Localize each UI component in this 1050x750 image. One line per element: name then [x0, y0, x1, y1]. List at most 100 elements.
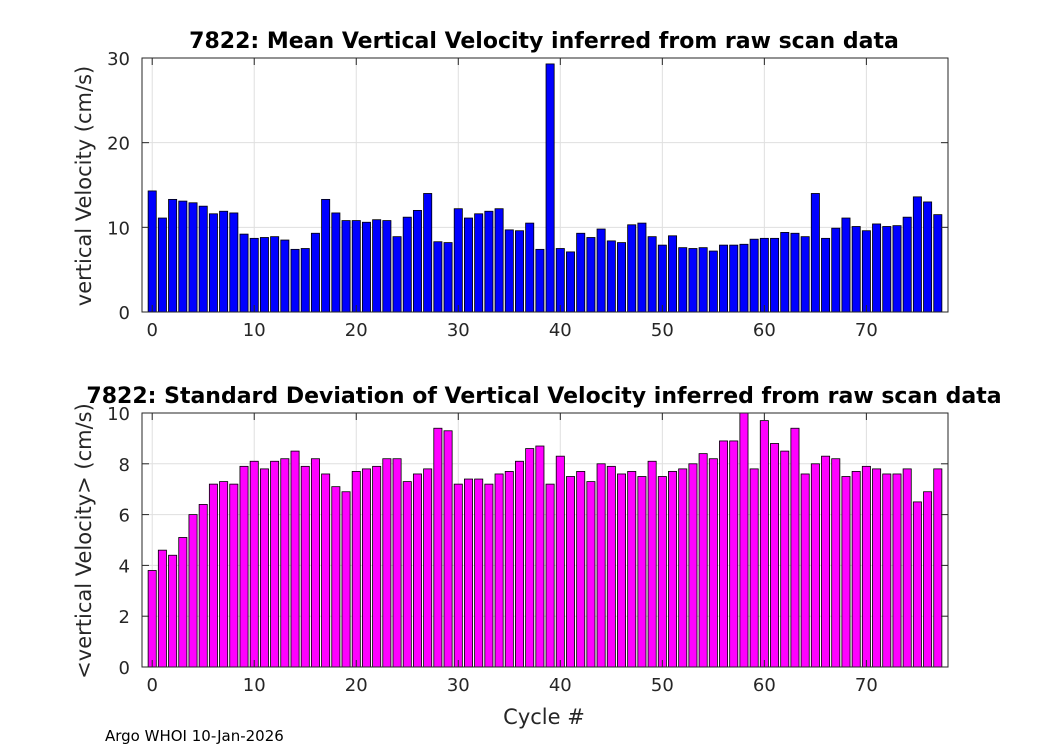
mean-velocity-bar — [157, 217, 167, 313]
stddev-velocity-bar — [688, 463, 698, 668]
mean-velocity-bar — [923, 201, 933, 313]
mean-velocity-bar — [647, 236, 657, 313]
stddev-velocity-bar — [719, 440, 729, 668]
stddev-velocity-bar — [555, 455, 565, 668]
mean-velocity-ytick-label: 20 — [107, 134, 130, 155]
mean-velocity-bar — [545, 63, 555, 313]
stddev-velocity-bar — [515, 460, 524, 668]
mean-velocity-bar — [239, 233, 249, 313]
stddev-velocity-bar — [157, 549, 167, 668]
mean-velocity-bar — [525, 222, 535, 313]
mean-velocity-bar — [188, 202, 198, 313]
mean-velocity-bar — [627, 224, 637, 313]
mean-velocity-bar — [912, 196, 922, 313]
mean-velocity-bar — [759, 237, 769, 313]
stddev-velocity-bar — [259, 468, 269, 668]
mean-velocity-bar — [412, 209, 422, 313]
mean-velocity-bar — [463, 217, 473, 313]
mean-velocity-bar — [382, 220, 392, 313]
mean-velocity-bar — [310, 232, 320, 313]
mean-velocity-bar — [933, 214, 943, 313]
mean-velocity-bar — [280, 239, 290, 313]
mean-velocity-bar — [657, 244, 667, 313]
stddev-velocity-bar — [759, 420, 769, 668]
stddev-velocity-bar — [504, 471, 514, 668]
stddev-velocity-bar — [423, 468, 433, 668]
stddev-velocity-bar — [637, 476, 647, 668]
mean-velocity-bar — [453, 208, 463, 313]
mean-velocity-bar — [861, 230, 871, 313]
mean-velocity-bar — [739, 243, 749, 313]
mean-velocity-bar — [361, 221, 371, 313]
mean-velocity-bar — [698, 247, 708, 313]
mean-velocity-bar — [821, 237, 831, 313]
stddev-velocity-bar — [647, 460, 657, 668]
stddev-velocity-bar — [321, 473, 331, 668]
stddev-velocity-bar — [810, 463, 820, 668]
mean-velocity-bar — [708, 250, 718, 313]
mean-velocity-bar — [810, 193, 820, 313]
stddev-velocity-bar — [678, 468, 688, 668]
mean-velocity-bar — [800, 236, 810, 313]
stddev-velocity-bar — [545, 483, 555, 668]
mean-velocity-bar — [249, 237, 259, 313]
stddev-velocity-bar — [494, 473, 504, 668]
mean-velocity-bar — [433, 241, 443, 313]
stddev-velocity-axes-box — [141, 412, 949, 668]
stddev-velocity-bar — [270, 460, 280, 668]
mean-velocity-bar — [198, 205, 208, 313]
stddev-velocity-bar — [902, 468, 912, 668]
stddev-velocity-bar — [443, 430, 453, 668]
mean-velocity-bar — [392, 236, 402, 313]
mean-velocity-bar — [321, 198, 331, 313]
stddev-velocity-ytick-label: 4 — [119, 556, 130, 577]
mean-velocity-bar — [402, 216, 412, 313]
stddev-velocity-bar — [484, 483, 494, 668]
stddev-velocity-xtick-label: 40 — [549, 675, 572, 696]
mean-velocity-bar — [178, 200, 188, 313]
mean-velocity-title: 7822: Mean Vertical Velocity inferred fr… — [189, 29, 899, 54]
footer-credit: Argo WHOI 10-Jan-2026 — [105, 727, 284, 745]
mean-velocity-bar — [688, 248, 698, 313]
stddev-velocity-ytick-label: 8 — [119, 455, 130, 476]
mean-velocity-xtick-label: 40 — [549, 320, 572, 341]
stddev-velocity-bar — [219, 481, 229, 668]
mean-velocity-axes-box — [141, 57, 949, 313]
stddev-velocity-bar — [923, 491, 933, 668]
stddev-velocity-bar — [453, 483, 463, 668]
stddev-velocity-bar — [280, 458, 290, 668]
stddev-velocity-bar — [229, 483, 239, 668]
stddev-velocity-bar — [290, 450, 300, 668]
stddev-velocity-bar — [770, 443, 780, 668]
mean-velocity-axes: 0 10 20 30 40 50 60 70 0 10 20 30 — [107, 49, 949, 341]
mean-velocity-bar — [780, 232, 790, 313]
stddev-velocity-bar — [912, 501, 922, 668]
stddev-velocity-bar — [668, 471, 678, 668]
stddev-velocity-bar — [198, 504, 208, 668]
mean-velocity-bar — [423, 193, 433, 313]
stddev-velocity-bar — [392, 458, 402, 668]
stddev-velocity-bar — [586, 481, 596, 668]
stddev-velocity-bar — [249, 460, 259, 668]
stddev-velocity-bar — [780, 450, 790, 668]
mean-velocity-bar — [168, 198, 178, 313]
stddev-velocity-bar — [402, 481, 412, 668]
mean-velocity-bar — [331, 212, 341, 313]
stddev-velocity-bar — [576, 471, 586, 668]
mean-velocity-bar — [586, 237, 596, 313]
stddev-velocity-bar — [790, 427, 800, 668]
mean-velocity-bar — [208, 213, 218, 313]
mean-velocity-bar — [841, 217, 851, 313]
mean-velocity-bar — [851, 226, 861, 313]
stddev-velocity-bar — [861, 465, 871, 668]
mean-velocity-bar — [515, 230, 524, 313]
mean-velocity-ytick-label: 0 — [119, 303, 130, 324]
stddev-velocity-bar — [882, 473, 892, 668]
stddev-velocity-bar — [433, 427, 443, 668]
stddev-velocity-bar — [310, 458, 320, 668]
stddev-velocity-xtick-label: 10 — [243, 675, 266, 696]
mean-velocity-bar — [351, 220, 361, 313]
stddev-velocity-bar — [372, 465, 382, 668]
mean-velocity-bar — [219, 210, 229, 313]
stddev-velocity-bar — [351, 471, 361, 668]
